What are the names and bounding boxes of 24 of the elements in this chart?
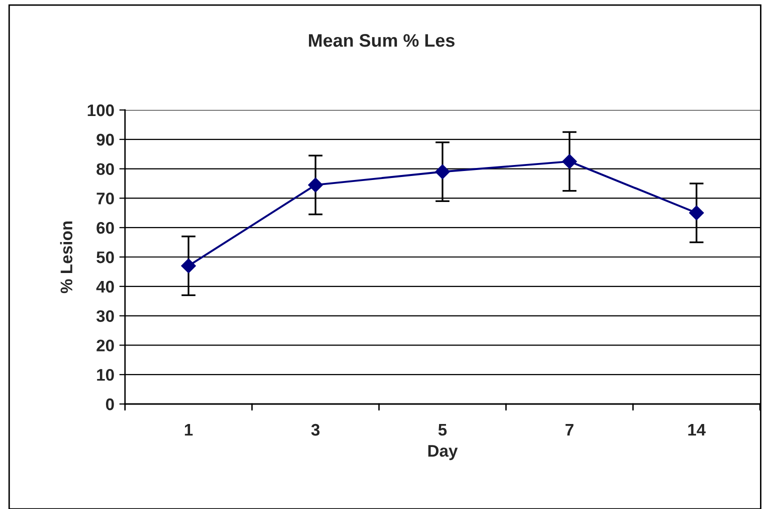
y-tick-label: 80 [96,163,114,176]
y-tick-label: 40 [96,280,114,293]
y-tick-label: 30 [96,310,114,322]
y-tick-label: 0 [106,398,114,410]
chart-title: Mean Sum % Les [308,34,455,47]
point [435,164,450,180]
point [181,258,196,274]
x-tick-label: 5 [438,424,447,436]
x-tick-label: 3 [311,424,320,436]
y-axis-title: % Lesion [60,221,72,294]
y-tick-label: 10 [97,369,114,381]
x-tick-label: 7 [566,424,574,436]
y-tick-label: 90 [96,134,114,146]
y-tick-label: 60 [96,222,114,234]
y-tick-label: 50 [96,251,114,264]
point [562,154,577,169]
y-tick-label: 70 [96,192,114,204]
x-tick-label: 1 [184,424,193,436]
y-tick-label: 20 [96,340,114,352]
y-tick-label: 100 [88,104,114,116]
x-tick-label: 14 [688,424,706,436]
point [308,178,323,192]
point [689,206,704,220]
x-axis-title: Day [428,445,458,460]
